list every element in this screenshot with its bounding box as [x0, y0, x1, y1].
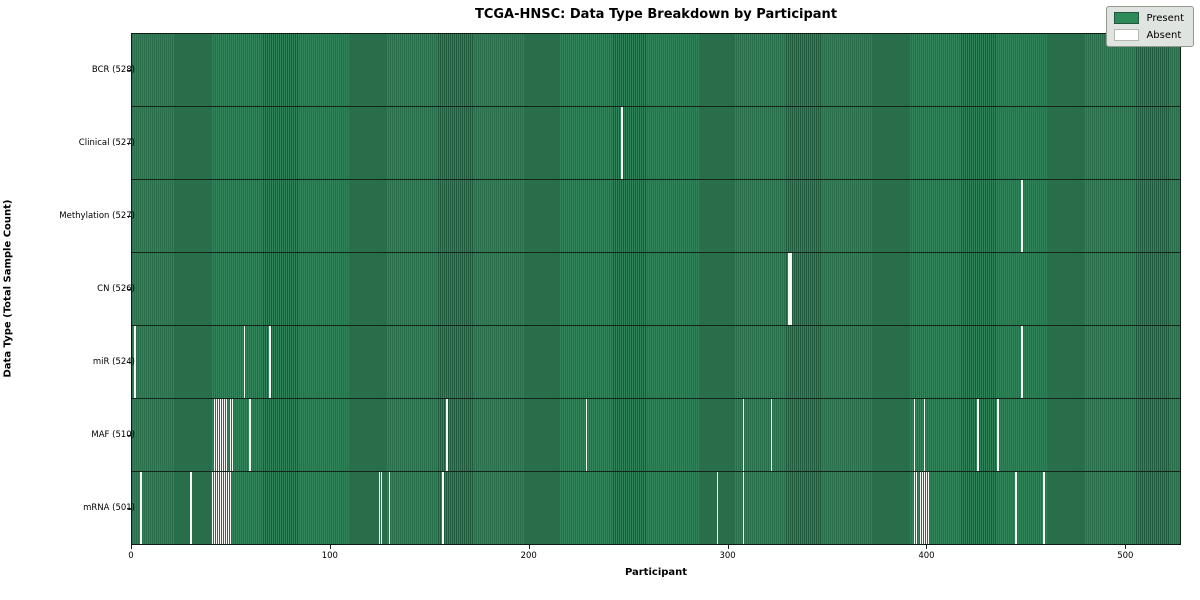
y-tick-label-mRNA: mRNA (501): [83, 503, 135, 514]
absent-gap: [716, 472, 719, 544]
absent-gap: [215, 472, 218, 544]
y-tick-mark: [127, 69, 131, 71]
x-axis-title: Participant: [624, 567, 688, 578]
legend-item-present: Present: [1114, 12, 1184, 24]
absent-gap: [927, 472, 930, 544]
absent-swatch: [1114, 29, 1140, 41]
x-tick-mark: [528, 545, 530, 549]
absent-gap: [219, 472, 222, 544]
legend-label-absent: Absent: [1146, 29, 1182, 41]
y-tick-mark: [127, 435, 131, 437]
absent-gap: [923, 399, 926, 471]
heatmap-plot-area: [131, 33, 1181, 545]
chart-title: TCGA-HNSC: Data Type Breakdown by Partic…: [474, 7, 838, 22]
y-axis-title: Data Type (Total Sample Count): [2, 199, 14, 378]
absent-gap: [921, 472, 924, 544]
absent-gap: [1021, 326, 1023, 398]
y-tick-label-CN: CN (526): [97, 284, 135, 294]
absent-gap: [225, 472, 228, 544]
heatmap-row-miR: [132, 325, 1180, 398]
absent-gap: [378, 472, 381, 544]
x-tick-label-300: 300: [719, 551, 736, 561]
absent-gap: [140, 472, 142, 544]
absent-gap: [213, 399, 216, 471]
absent-gap: [380, 472, 383, 544]
absent-gap: [134, 326, 136, 398]
legend-label-present: Present: [1146, 12, 1184, 24]
absent-gap: [229, 472, 232, 544]
absent-gap: [923, 472, 926, 544]
absent-gap: [790, 253, 793, 325]
y-tick-label-Methylation: Methylation (527): [59, 210, 135, 221]
absent-gap: [189, 472, 192, 544]
absent-gap: [925, 472, 928, 544]
absent-gap: [919, 472, 922, 544]
absent-gap: [1042, 472, 1045, 544]
y-tick-mark: [127, 362, 131, 364]
absent-gap: [1021, 180, 1023, 252]
absent-gap: [742, 399, 745, 471]
heatmap-row-CN: [132, 252, 1180, 325]
absent-gap: [770, 399, 773, 471]
absent-gap: [221, 399, 224, 471]
x-tick-label-400: 400: [918, 551, 935, 561]
absent-gap: [215, 399, 218, 471]
absent-gap: [223, 399, 226, 471]
absent-gap: [742, 472, 745, 544]
absent-gap: [217, 472, 220, 544]
heatmap-row-Clinical: [132, 106, 1180, 179]
absent-gap: [229, 399, 232, 471]
y-tick-label-MAF: MAF (510): [91, 430, 135, 441]
absent-gap: [977, 399, 979, 471]
x-tick-mark: [727, 545, 729, 549]
absent-gap: [446, 399, 449, 471]
absent-gap: [269, 326, 272, 398]
absent-gap: [231, 399, 234, 471]
absent-gap: [913, 399, 916, 471]
x-tick-mark: [1125, 545, 1127, 549]
y-tick-mark: [127, 142, 131, 144]
x-tick-label-100: 100: [321, 551, 338, 561]
absent-gap: [217, 399, 220, 471]
absent-gap: [211, 472, 214, 544]
absent-gap: [219, 399, 222, 471]
present-swatch: [1114, 12, 1140, 24]
absent-gap: [585, 399, 588, 471]
heatmap-row-Methylation: [132, 179, 1180, 252]
absent-gap: [221, 472, 224, 544]
x-tick-label-500: 500: [1117, 551, 1134, 561]
x-tick-mark: [131, 545, 132, 549]
heatmap-row-mRNA: [132, 471, 1180, 544]
y-tick-mark: [127, 508, 131, 510]
legend: Present Absent: [1106, 6, 1194, 47]
absent-gap: [227, 472, 230, 544]
x-tick-mark: [926, 545, 928, 549]
heatmap-row-MAF: [132, 398, 1180, 471]
x-tick-mark: [329, 545, 331, 549]
absent-gap: [1015, 472, 1017, 544]
absent-gap: [213, 472, 216, 544]
absent-gap: [388, 472, 391, 544]
absent-gap: [243, 326, 246, 398]
heatmap-row-BCR: [132, 34, 1180, 106]
absent-gap: [442, 472, 445, 544]
y-tick-mark: [127, 215, 131, 217]
legend-item-absent: Absent: [1114, 29, 1184, 41]
x-tick-label-200: 200: [520, 551, 537, 561]
y-tick-mark: [127, 289, 131, 290]
absent-gap: [225, 399, 228, 471]
absent-gap: [621, 107, 624, 179]
x-tick-label-0: 0: [128, 551, 134, 561]
y-tick-label-Clinical: Clinical (527): [78, 137, 135, 148]
absent-gap: [915, 472, 918, 544]
absent-gap: [913, 472, 916, 544]
absent-gap: [788, 253, 791, 325]
absent-gap: [997, 399, 999, 471]
absent-gap: [249, 399, 252, 471]
y-tick-label-miR: miR (524): [92, 357, 135, 368]
y-tick-label-BCR: BCR (528): [91, 64, 135, 75]
absent-gap: [223, 472, 226, 544]
